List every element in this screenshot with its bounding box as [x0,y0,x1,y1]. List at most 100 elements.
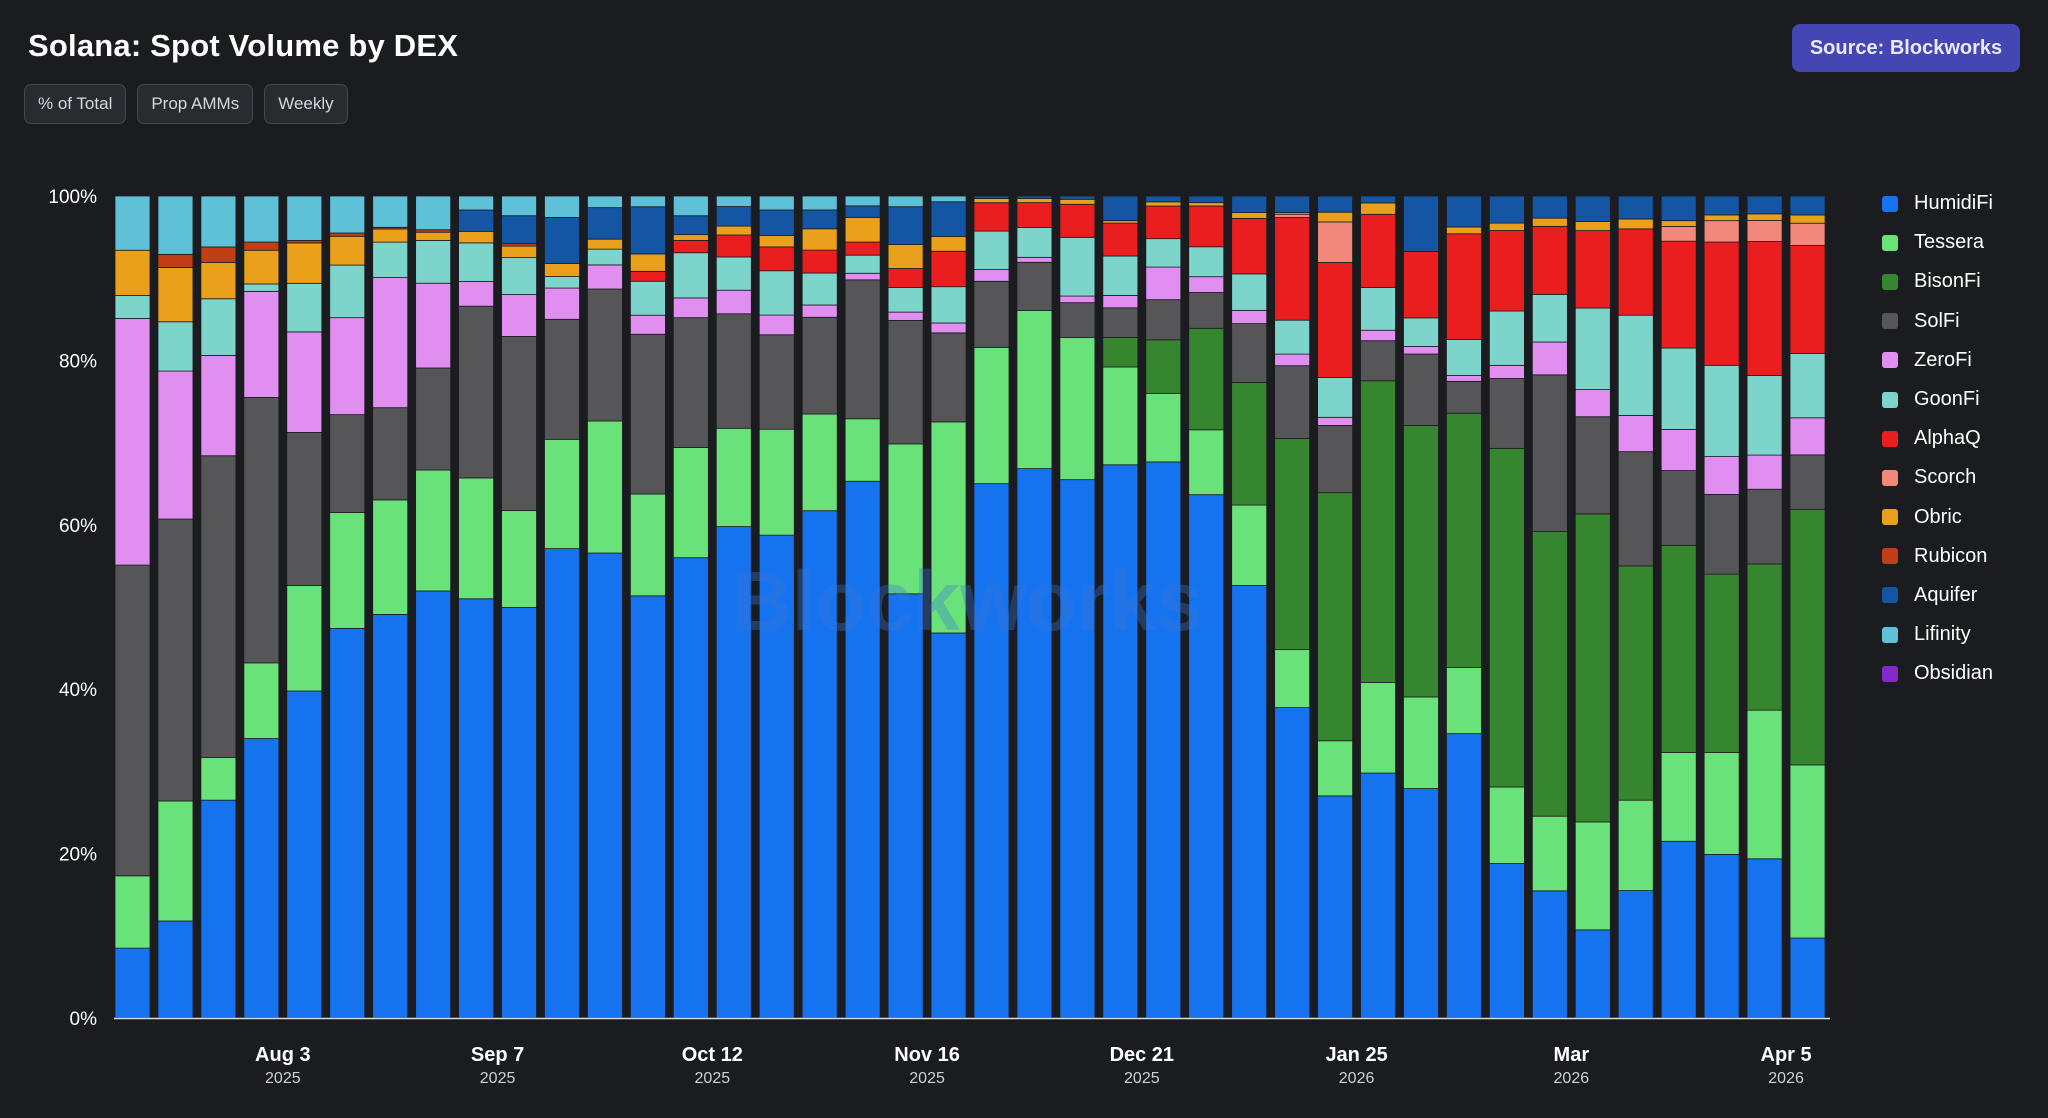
bar-segment [1574,195,1611,222]
legend-item[interactable]: Aquifer [1882,576,1993,615]
bar-segment [200,757,237,801]
bar-segment [587,248,623,266]
bar-segment [1403,425,1439,698]
bar-segment [1703,752,1740,855]
bar-segment [1746,241,1783,376]
legend-label: Lifinity [1914,623,1971,646]
legend-item[interactable]: GoonFi [1882,380,1993,419]
bar-segment [1703,573,1740,753]
bar-segment [157,370,194,520]
x-tick-year: 2026 [1339,1070,1375,1087]
bar-segment [415,231,452,241]
legend-swatch [1882,548,1898,565]
filter-prop-amms-button[interactable]: Prop AMMs [137,84,254,124]
bar-segment [1317,195,1353,213]
bar-segment [1145,339,1182,394]
x-tick-label: Mar [1554,1044,1590,1066]
bar-segment [887,287,924,313]
bar-segment [1574,821,1611,931]
bar-segment [930,195,967,203]
bar-segment [1145,195,1182,203]
bar-segment [157,253,194,268]
bar-segment [501,510,537,608]
bar-segment [544,438,580,550]
bar-segment [243,662,280,739]
bar-segment [1703,854,1740,1019]
bar-segment [286,585,323,692]
legend-item[interactable]: Scorch [1882,458,1993,497]
bar-segment [200,195,237,248]
legend-item[interactable]: AlphaQ [1882,419,1993,458]
bar-segment [844,480,881,1019]
legend-item[interactable]: Rubicon [1882,537,1993,576]
bar-segment [844,216,881,243]
legend-label: Obric [1914,505,1962,528]
stacked-bar-chart: 0% 20% 40% 60% 80% 100% Aug 3 2025 Sep 7 2025 Oct … [48,187,1830,1087]
bar-segment [758,246,795,272]
bar-segment [544,216,580,264]
bar-segment [1317,740,1353,797]
bar-segment [672,317,709,448]
legend-item[interactable]: Obsidian [1882,654,1993,693]
bar-segment [1274,353,1311,367]
legend-item[interactable]: SolFi [1882,302,1993,341]
bar-segment [801,272,838,306]
bar-segment [887,195,924,208]
bar-segment [801,209,838,230]
x-tick-label: Aug 3 [255,1044,311,1066]
bar-segment [630,280,666,316]
legend-item[interactable]: BisonFi [1882,262,1993,301]
bar-segment [715,427,752,527]
legend-item[interactable]: Obric [1882,498,1993,537]
bar-segment [1317,221,1353,263]
bar-segment [801,228,838,251]
bar-segment [1446,339,1482,376]
legend-label: Aquifer [1914,583,1978,606]
bar-segment [1016,195,1053,199]
x-tick-label: Dec 21 [1110,1044,1175,1066]
bar-segment [1317,416,1353,426]
bar-segment [157,920,194,1019]
bar-segment [1703,456,1740,495]
bar-segment [844,195,881,207]
legend-item[interactable]: Tessera [1882,223,1993,262]
bar-segment [458,195,495,211]
bar-segment [1274,217,1311,321]
filter-weekly-button[interactable]: Weekly [264,84,348,124]
bar-segment [1789,214,1826,224]
bar-segment [1789,937,1826,1019]
bar-segment [1489,222,1525,231]
bar-segment [1660,470,1697,546]
bar-segment [1231,212,1268,219]
bar-segment [243,396,280,664]
x-tick-label: Nov 16 [894,1044,960,1066]
bar-segment [1231,273,1268,311]
bar-segment [1102,307,1139,338]
bar-segment [1102,464,1139,1019]
bar-segment [1274,213,1311,218]
bar-segment [329,232,366,237]
bar-segment [1574,416,1611,515]
legend-item[interactable]: HumidiFi [1882,184,1993,223]
bar-segment [758,314,795,336]
filter-percent-total-button[interactable]: % of Total [24,84,127,124]
bar-segment [415,367,452,471]
bar-segment [1703,214,1740,222]
legend-item[interactable]: ZeroFi [1882,341,1993,380]
legend-swatch [1882,665,1898,682]
bar-segment [887,268,924,288]
bar-segment [1531,294,1568,343]
bar-segment [1145,201,1182,207]
bar-segment [415,282,452,369]
bar-segment [844,241,881,256]
legend-item[interactable]: Lifinity [1882,615,1993,654]
bar-segment [1574,307,1611,390]
bar-segment [243,283,280,292]
bar-segment [1145,266,1182,301]
source-button[interactable]: Source: Blockworks [1792,24,2020,72]
bar-segment [1059,479,1096,1019]
chart-legend: HumidiFi Tessera BisonFi SolFi ZeroFi GoonFi A… [1882,184,1993,693]
bar-segment [1274,707,1311,1019]
bar-segment [887,244,924,269]
bar-segment [286,331,323,433]
